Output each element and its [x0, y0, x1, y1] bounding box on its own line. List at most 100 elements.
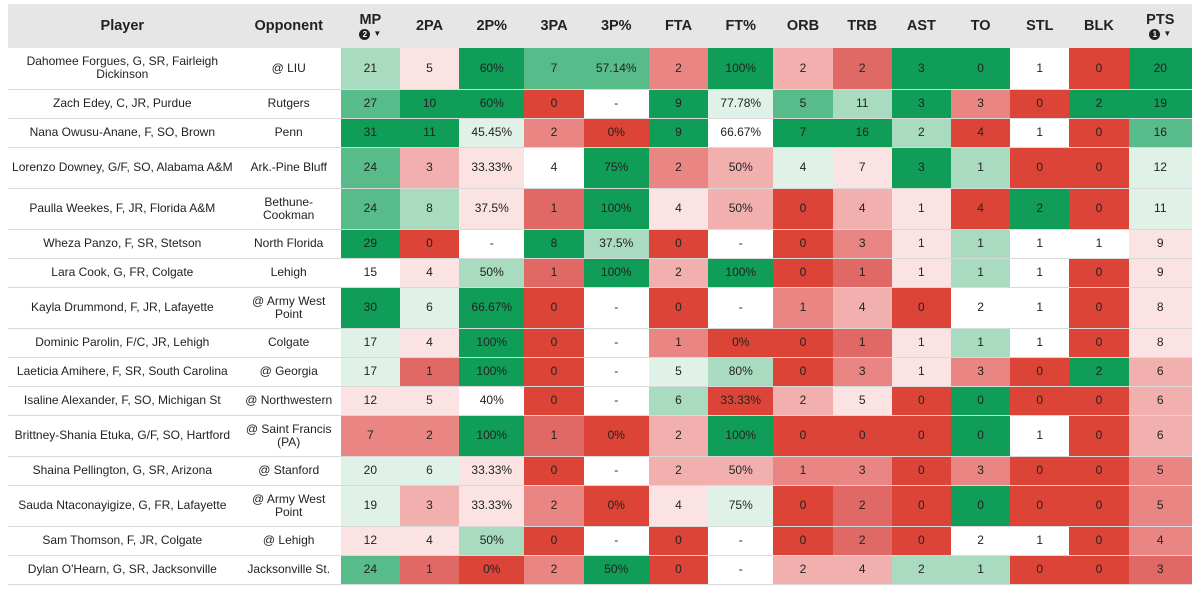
table-row: Wheza Panzo, F, SR, Stetson North Florida… [8, 229, 1192, 259]
table-row: Zach Edey, C, JR, Purdue Rutgers 27 10 60% 0-… [8, 89, 1192, 119]
cell-opponent: North Florida [236, 229, 341, 259]
cell-trb: 4 [832, 188, 892, 230]
cell-blk: 0 [1069, 386, 1129, 416]
column-header-orb[interactable]: ORB [773, 4, 833, 48]
cell-opponent: Bethune-Cookman [236, 188, 341, 230]
cell-opponent: @ Army West Point [236, 287, 341, 329]
cell-stl: 1 [1010, 287, 1070, 329]
column-header-2p-[interactable]: 2P% [459, 4, 525, 48]
column-header-label: PTS [1146, 12, 1175, 28]
cell-fta: 1 [648, 328, 709, 358]
cell-2pa: 2 [399, 415, 460, 457]
column-header-ft-[interactable]: FT% [708, 4, 774, 48]
cell-player: Laeticia Amihere, F, SR, South Carolina [8, 357, 237, 387]
cell-pts: 12 [1128, 147, 1192, 189]
cell-blk: 0 [1069, 147, 1129, 189]
cell-ft-: 100% [708, 415, 774, 457]
cell-blk: 0 [1069, 258, 1129, 288]
cell-2p-: 33.33% [459, 456, 525, 486]
cell-2p-: - [459, 229, 525, 259]
cell-blk: 0 [1069, 328, 1129, 358]
cell-2pa: 8 [399, 188, 460, 230]
cell-player: Isaline Alexander, F, SO, Michigan St [8, 386, 237, 416]
column-header-label: AST [906, 18, 936, 34]
cell-2pa: 5 [399, 48, 460, 90]
cell-ft-: 75% [708, 485, 774, 527]
cell-player: Lara Cook, G, FR, Colgate [8, 258, 237, 288]
cell-2pa: 1 [399, 555, 460, 585]
column-header-label: 3P% [600, 18, 632, 34]
cell-2pa: 5 [399, 386, 460, 416]
column-header-blk[interactable]: BLK [1069, 4, 1129, 48]
column-header-opponent[interactable]: Opponent [236, 4, 341, 48]
cell-2pa: 3 [399, 147, 460, 189]
cell-trb: 3 [832, 456, 892, 486]
column-header-label: 2PA [415, 18, 444, 34]
cell-trb: 2 [832, 48, 892, 90]
cell-orb: 0 [773, 229, 833, 259]
cell-ast: 1 [891, 357, 951, 387]
cell-3pa: 1 [524, 415, 584, 457]
column-header-mp[interactable]: MP 2 ▼ [340, 4, 400, 48]
column-header-pts[interactable]: PTS 1 ▼ [1128, 4, 1192, 48]
cell-player: Dylan O'Hearn, G, SR, Jacksonville [8, 555, 237, 585]
header-row: Player Opponent MP 2 ▼ 2PA 2P% 3PA 3P% FTA FT% ORB T… [8, 4, 1192, 48]
column-header-fta[interactable]: FTA [648, 4, 709, 48]
cell-ft-: 77.78% [708, 89, 774, 119]
column-header-trb[interactable]: TRB [832, 4, 892, 48]
cell-blk: 0 [1069, 118, 1129, 148]
cell-3pa: 2 [524, 485, 584, 527]
cell-stl: 0 [1010, 386, 1070, 416]
cell-orb: 0 [773, 328, 833, 358]
cell-2pa: 6 [399, 287, 460, 329]
table-row: Sam Thomson, F, JR, Colgate @ Lehigh 12 4 50… [8, 526, 1192, 556]
cell-2pa: 6 [399, 456, 460, 486]
cell-player: Sauda Ntaconayigize, G, FR, Lafayette [8, 485, 237, 527]
cell-ast: 3 [891, 89, 951, 119]
cell-player: Dominic Parolin, F/C, JR, Lehigh [8, 328, 237, 358]
sort-indicator: 1 ▼ [1129, 29, 1192, 40]
cell-trb: 1 [832, 328, 892, 358]
cell-fta: 0 [648, 229, 709, 259]
cell-2p-: 100% [459, 415, 525, 457]
cell-orb: 1 [773, 287, 833, 329]
column-header-label: ORB [786, 18, 820, 34]
cell-mp: 17 [340, 357, 400, 387]
cell-stl: 0 [1010, 555, 1070, 585]
cell-pts: 9 [1128, 229, 1192, 259]
cell-stl: 0 [1010, 456, 1070, 486]
cell-fta: 2 [648, 456, 709, 486]
column-header-player[interactable]: Player [8, 4, 237, 48]
cell-ft-: 50% [708, 456, 774, 486]
cell-pts: 4 [1128, 526, 1192, 556]
column-header-3p-[interactable]: 3P% [583, 4, 649, 48]
cell-to: 4 [950, 188, 1011, 230]
cell-3pa: 0 [524, 287, 584, 329]
table-row: Lorenzo Downey, G/F, SO, Alabama A&M Ark.… [8, 147, 1192, 189]
cell-3pa: 0 [524, 386, 584, 416]
cell-pts: 8 [1128, 328, 1192, 358]
cell-to: 0 [950, 48, 1011, 90]
cell-orb: 1 [773, 456, 833, 486]
cell-3pa: 0 [524, 456, 584, 486]
cell-ast: 1 [891, 188, 951, 230]
cell-fta: 9 [648, 118, 709, 148]
column-header-stl[interactable]: STL [1010, 4, 1070, 48]
cell-3pa: 0 [524, 328, 584, 358]
column-header-to[interactable]: TO [950, 4, 1011, 48]
table-row: Lara Cook, G, FR, Colgate Lehigh 15 4 50% 1 10… [8, 258, 1192, 288]
cell-pts: 6 [1128, 357, 1192, 387]
cell-pts: 9 [1128, 258, 1192, 288]
column-header-3pa[interactable]: 3PA [524, 4, 584, 48]
table-header: Player Opponent MP 2 ▼ 2PA 2P% 3PA 3P% FTA FT% ORB T… [8, 4, 1192, 48]
cell-2pa: 4 [399, 526, 460, 556]
cell-3p-: - [583, 386, 649, 416]
cell-mp: 17 [340, 328, 400, 358]
column-header-2pa[interactable]: 2PA [399, 4, 460, 48]
cell-2pa: 11 [399, 118, 460, 148]
column-header-label: TRB [847, 18, 878, 34]
cell-stl: 1 [1010, 48, 1070, 90]
cell-blk: 0 [1069, 188, 1129, 230]
column-header-ast[interactable]: AST [891, 4, 951, 48]
cell-3p-: 0% [583, 118, 649, 148]
